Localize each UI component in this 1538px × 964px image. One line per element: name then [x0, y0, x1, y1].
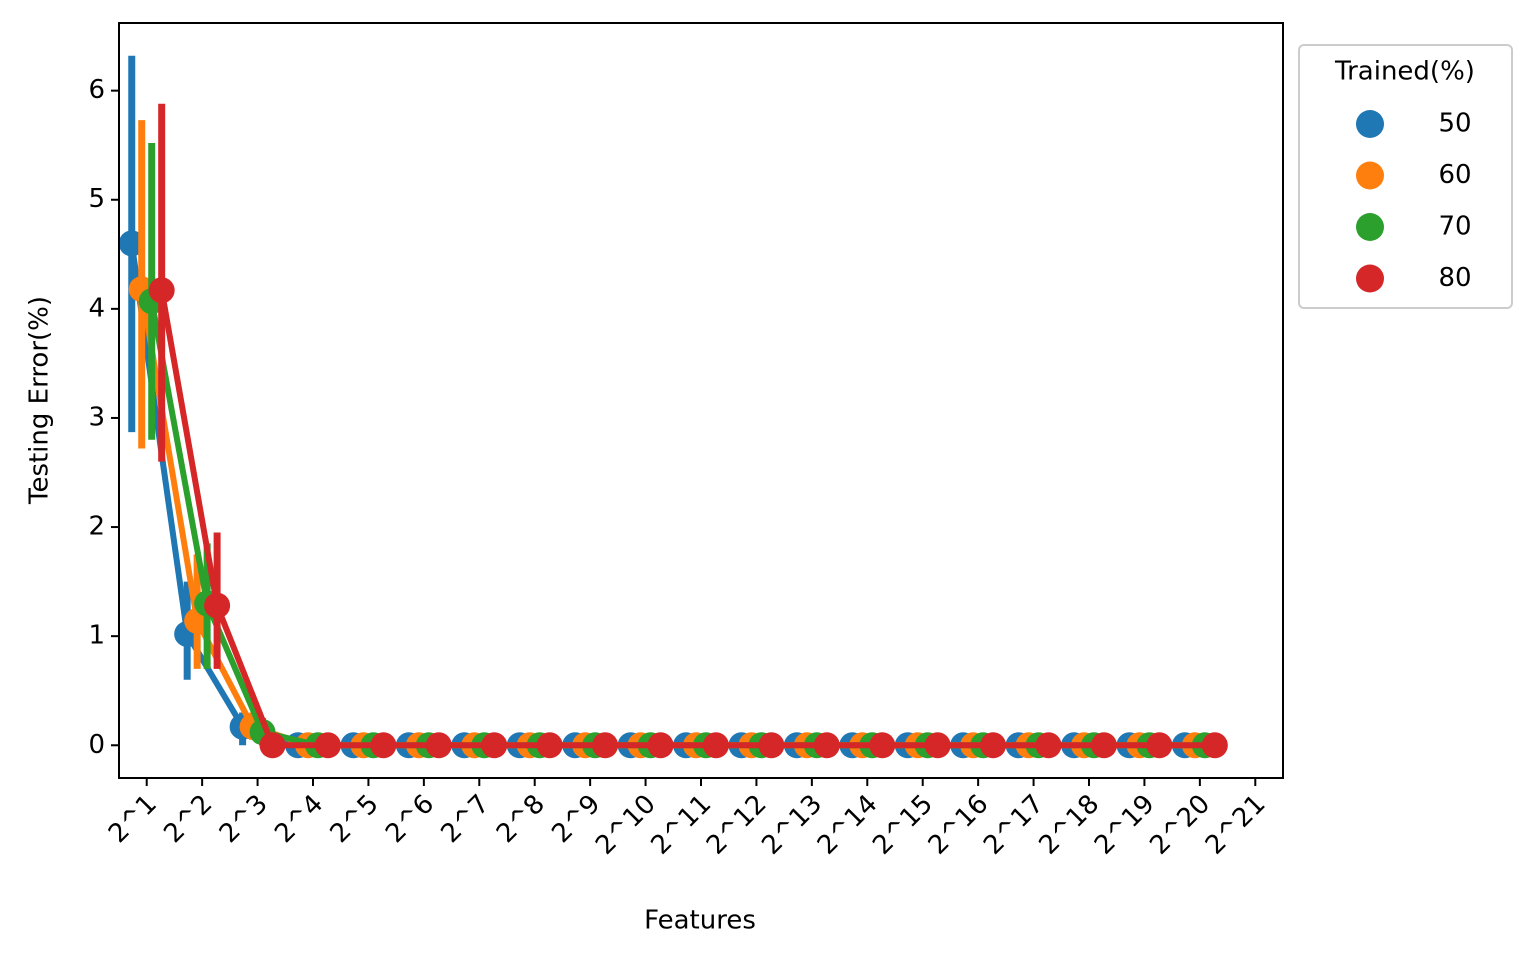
y-tick-label: 0	[88, 730, 105, 760]
point	[536, 732, 563, 759]
x-tick-label: 2^5	[325, 789, 385, 849]
x-tick-label: 2^12	[701, 789, 773, 861]
series-line	[128, 242, 1185, 749]
legend-marker	[1356, 213, 1384, 241]
point	[1090, 732, 1117, 759]
point	[869, 732, 896, 759]
x-tick-label: 2^6	[380, 789, 440, 849]
series-line	[138, 288, 1195, 749]
y-tick-label: 6	[88, 75, 105, 105]
x-tick-label: 2^1	[103, 789, 163, 849]
plot-frame	[118, 22, 1284, 779]
y-tick-label: 5	[88, 184, 105, 214]
y-axis-label: Testing Error(%)	[25, 296, 55, 505]
x-tick-label: 2^8	[491, 789, 551, 849]
point	[1146, 732, 1173, 759]
x-tick-label: 2^18	[1034, 789, 1106, 861]
point	[980, 732, 1007, 759]
y-tick-label: 4	[88, 293, 105, 323]
x-tick-label: 2^11	[646, 789, 718, 861]
series-line	[148, 300, 1205, 749]
legend-title: Trained(%)	[1334, 57, 1475, 87]
legend-marker	[1356, 264, 1384, 293]
x-tick-label: 2^4	[269, 789, 329, 849]
x-tick-label: 2^2	[158, 789, 218, 849]
plot-area	[118, 55, 1228, 759]
point	[204, 592, 231, 619]
x-tick-label: 2^10	[590, 789, 662, 861]
point	[924, 732, 951, 759]
point	[259, 732, 286, 759]
x-axis-label: Features	[644, 906, 756, 936]
x-tick-label: 2^7	[436, 789, 496, 849]
y-tick-label: 2	[88, 512, 105, 542]
point	[314, 732, 341, 759]
y-tick-label: 3	[88, 402, 105, 432]
x-tick-label: 2^16	[923, 789, 995, 861]
x-tick-label: 2^20	[1144, 789, 1216, 861]
legend-marker	[1356, 161, 1384, 190]
legend-label: 80	[1438, 263, 1471, 293]
x-tick-label: 2^17	[978, 789, 1050, 861]
y-tick-label: 1	[88, 621, 105, 651]
legend-label: 60	[1438, 160, 1471, 190]
legend-label: 70	[1438, 212, 1471, 242]
point	[702, 732, 729, 759]
x-tick-label: 2^13	[756, 789, 828, 861]
point	[148, 277, 175, 304]
point	[1035, 732, 1062, 759]
legend: Trained(%) 50 60 70 80	[1298, 44, 1513, 309]
legend-box	[1298, 44, 1513, 309]
series-line	[158, 289, 1215, 749]
x-tick-label: 2^3	[214, 789, 274, 849]
point	[592, 732, 619, 759]
x-tick-label: 2^15	[867, 789, 939, 861]
point	[758, 732, 785, 759]
x-tick-label: 2^14	[812, 789, 884, 861]
point	[370, 732, 397, 759]
legend-marker	[1356, 110, 1384, 138]
point	[481, 732, 508, 759]
point	[647, 732, 674, 759]
legend-label: 50	[1438, 109, 1471, 139]
x-tick-label: 2^21	[1200, 789, 1272, 861]
point	[425, 732, 452, 759]
point	[1201, 732, 1228, 759]
x-tick-label: 2^19	[1089, 789, 1161, 861]
point	[813, 732, 840, 759]
